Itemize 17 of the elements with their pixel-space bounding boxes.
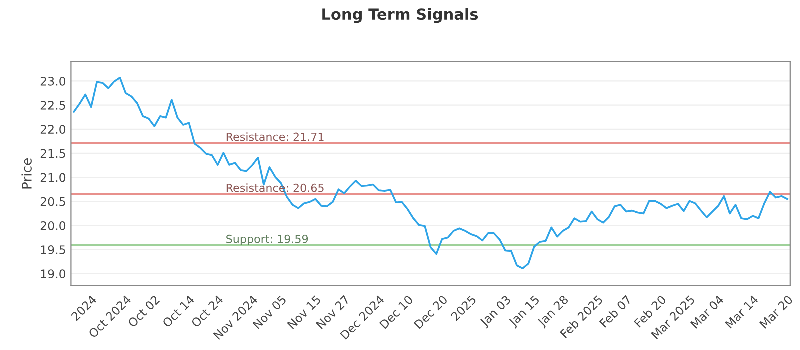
y-axis-title: Price: [22, 158, 32, 189]
x-tick-label: Mar 20: [759, 294, 794, 329]
y-tick-label: 19.5: [41, 246, 66, 254]
ref-line-label: Resistance: 21.71: [226, 132, 324, 142]
y-tick-label: 21.0: [40, 173, 66, 182]
x-tick-label: Mar 14: [725, 295, 759, 329]
line-series: [73, 76, 788, 270]
y-tick-label: 23.0: [40, 76, 66, 86]
y-tick-label: 20.0: [40, 221, 66, 230]
ref-line-label: Support: 19.59: [226, 234, 308, 246]
y-tick-label: 19.0: [41, 270, 66, 279]
y-tick-label: 22.0: [40, 125, 66, 134]
x-tick-label: Dec 20: [414, 294, 448, 330]
y-tick-label: 20.5: [40, 197, 66, 206]
y-tick-label: 21.5: [40, 149, 66, 158]
chart-title: Long Term Signals: [322, 8, 478, 24]
y-tick-label: 22.5: [40, 101, 66, 110]
